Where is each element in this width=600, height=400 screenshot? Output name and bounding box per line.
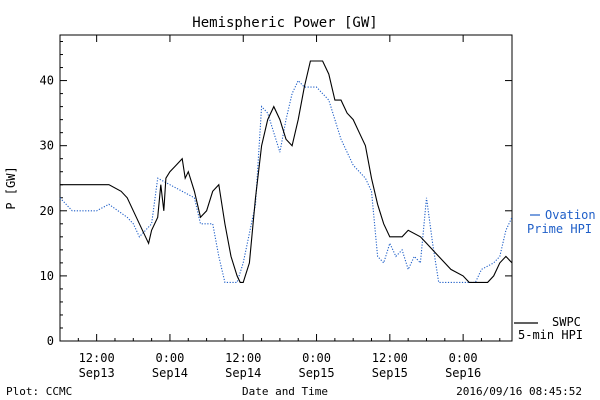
x-tick-label-time: 0:00 <box>155 351 184 365</box>
legend-label-ovation: Ovation <box>545 208 596 222</box>
plot-timestamp: 2016/09/16 08:45:52 <box>456 385 582 398</box>
x-tick-label-time: 0:00 <box>449 351 478 365</box>
x-tick-label-date: Sep14 <box>225 366 261 380</box>
x-axis-label: Date and Time <box>242 385 328 398</box>
x-tick-label-date: Sep15 <box>372 366 408 380</box>
series-line-ovation <box>59 79 513 283</box>
x-tick-label-time: 12:00 <box>225 351 261 365</box>
plot-credit: Plot: CCMC <box>6 385 72 398</box>
y-axis-ticks: 0 10 20 30 40 <box>40 41 512 348</box>
x-tick-label-date: Sep16 <box>445 366 481 380</box>
chart-title: Hemispheric Power [GW] <box>192 15 377 31</box>
series-line-swpc <box>60 60 513 283</box>
legend-label-swpc: SWPC <box>552 315 581 329</box>
legend-label-ovation-line2: Prime HPI <box>527 222 592 236</box>
x-tick-label-date: Sep15 <box>298 366 334 380</box>
y-tick-label: 30 <box>40 139 54 153</box>
x-tick-label-time: 0:00 <box>302 351 331 365</box>
y-tick-label: 0 <box>47 334 54 348</box>
y-tick-label: 20 <box>40 204 54 218</box>
y-tick-label: 40 <box>40 74 54 88</box>
x-tick-label-time: 12:00 <box>79 351 115 365</box>
series-layer <box>59 60 513 283</box>
legend-label-swpc-line2: 5-min HPI <box>518 328 583 342</box>
x-tick-label-date: Sep14 <box>152 366 188 380</box>
y-axis-label: P [GW] <box>4 166 18 209</box>
x-tick-label-time: 12:00 <box>372 351 408 365</box>
plot-frame <box>59 34 513 342</box>
x-axis-ticks: 12:00Sep130:00Sep1412:00Sep140:00Sep1512… <box>59 35 501 380</box>
x-tick-label-date: Sep13 <box>79 366 115 380</box>
y-tick-label: 10 <box>40 269 54 283</box>
